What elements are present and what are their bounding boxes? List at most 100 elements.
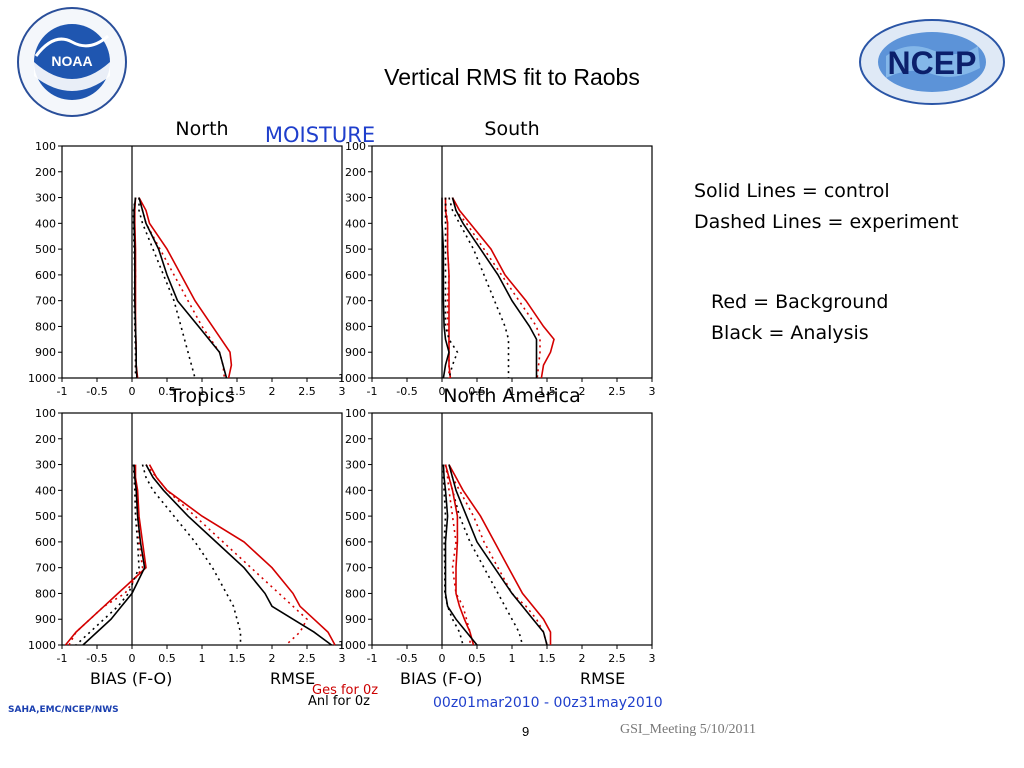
x-tick-label: 1.5: [538, 385, 556, 398]
series-line: [451, 197, 555, 379]
x-tick-label: -0.5: [86, 385, 107, 398]
x-tick-label: 3: [649, 385, 656, 398]
y-tick-label: 400: [345, 484, 366, 497]
x-tick-label: 0: [129, 385, 136, 398]
y-tick-label: 900: [35, 613, 56, 626]
series-line: [444, 197, 452, 379]
x-tick-label: 1: [509, 652, 516, 665]
y-tick-label: 200: [345, 166, 366, 179]
x-tick-label: 1: [199, 385, 206, 398]
x-tick-label: 0: [439, 652, 446, 665]
y-tick-label: 500: [35, 243, 56, 256]
x-tick-label: 2.5: [298, 385, 316, 398]
noaa-logo: NOAA: [17, 7, 127, 117]
y-tick-label: 800: [345, 587, 366, 600]
x-tick-label: -1: [367, 385, 378, 398]
series-line: [448, 197, 510, 378]
legend-dashed-lines: Dashed Lines = experiment: [694, 211, 959, 233]
series-line: [451, 197, 541, 379]
series-line: [68, 464, 144, 646]
plot-frame: [371, 145, 653, 379]
rmse-label-right: RMSE: [580, 669, 625, 688]
x-tick-label: 0.5: [468, 385, 486, 398]
y-tick-label: 300: [35, 459, 56, 472]
series-line: [132, 197, 137, 378]
y-tick-label: 200: [345, 433, 366, 446]
date-range-label: 00z01mar2010 - 00z31may2010: [433, 695, 663, 711]
x-tick-label: 1: [509, 385, 516, 398]
credit-label: SAHA,EMC/NCEP/NWS: [8, 705, 119, 715]
y-tick-label: 400: [35, 217, 56, 230]
y-tick-label: 500: [345, 243, 366, 256]
y-tick-label: 300: [345, 459, 366, 472]
y-tick-label: 800: [35, 587, 56, 600]
x-tick-label: -1: [57, 652, 68, 665]
y-tick-label: 900: [35, 346, 56, 359]
x-tick-label: 1: [199, 652, 206, 665]
legend-black: Black = Analysis: [711, 322, 869, 344]
y-tick-label: 1000: [338, 372, 366, 385]
y-tick-label: 300: [345, 192, 366, 205]
series-line: [442, 464, 464, 646]
legend-line-styles: Solid Lines = control Dashed Lines = exp…: [694, 176, 959, 238]
plot-frame: [61, 145, 343, 379]
y-tick-label: 1000: [28, 639, 56, 652]
rmse-label-left: RMSE: [270, 669, 315, 688]
y-tick-label: 700: [345, 295, 366, 308]
series-line: [75, 464, 140, 646]
x-tick-label: 2: [579, 652, 586, 665]
y-tick-label: 100: [345, 407, 366, 420]
panel-title: South: [484, 118, 539, 140]
y-tick-label: 400: [35, 484, 56, 497]
x-tick-label: 2.5: [608, 652, 626, 665]
panel-title: Tropics: [168, 385, 235, 407]
y-tick-label: 900: [345, 346, 366, 359]
series-line: [444, 464, 471, 645]
y-tick-label: 800: [35, 320, 56, 333]
y-tick-label: 600: [345, 269, 366, 282]
y-tick-label: 1000: [28, 372, 56, 385]
x-tick-label: 0.5: [158, 652, 176, 665]
x-tick-label: 0.5: [468, 652, 486, 665]
x-tick-label: 2: [579, 385, 586, 398]
y-tick-label: 300: [35, 192, 56, 205]
series-line: [444, 464, 524, 646]
x-tick-label: 2.5: [608, 385, 626, 398]
series-line: [138, 197, 226, 379]
x-tick-label: -0.5: [396, 385, 417, 398]
x-tick-label: -1: [57, 385, 68, 398]
y-tick-label: 600: [35, 269, 56, 282]
y-tick-label: 500: [345, 510, 366, 523]
y-tick-label: 100: [35, 407, 56, 420]
series-line: [64, 464, 147, 646]
ncep-logo: NCEP: [859, 19, 1005, 105]
series-line: [448, 464, 552, 645]
x-tick-label: 0: [129, 652, 136, 665]
ges-label: Ges for 0z: [312, 683, 378, 698]
series-line: [145, 464, 309, 646]
series-line: [138, 197, 196, 379]
y-tick-label: 600: [35, 536, 56, 549]
page-number: 9: [522, 724, 530, 739]
y-tick-label: 500: [35, 510, 56, 523]
x-tick-label: 3: [339, 385, 346, 398]
series-line: [448, 464, 548, 646]
x-tick-label: 0: [439, 385, 446, 398]
series-line: [441, 197, 450, 379]
series-line: [444, 464, 475, 646]
y-tick-label: 400: [345, 217, 366, 230]
y-tick-label: 900: [345, 613, 366, 626]
plot-frame: [371, 412, 653, 646]
y-tick-label: 100: [35, 140, 56, 153]
y-tick-label: 1000: [338, 639, 366, 652]
x-tick-label: 1.5: [228, 385, 246, 398]
panel-title: North America: [443, 385, 581, 407]
y-tick-label: 600: [345, 536, 366, 549]
series-line: [448, 464, 548, 646]
series-line: [145, 464, 332, 646]
y-tick-label: 800: [345, 320, 366, 333]
